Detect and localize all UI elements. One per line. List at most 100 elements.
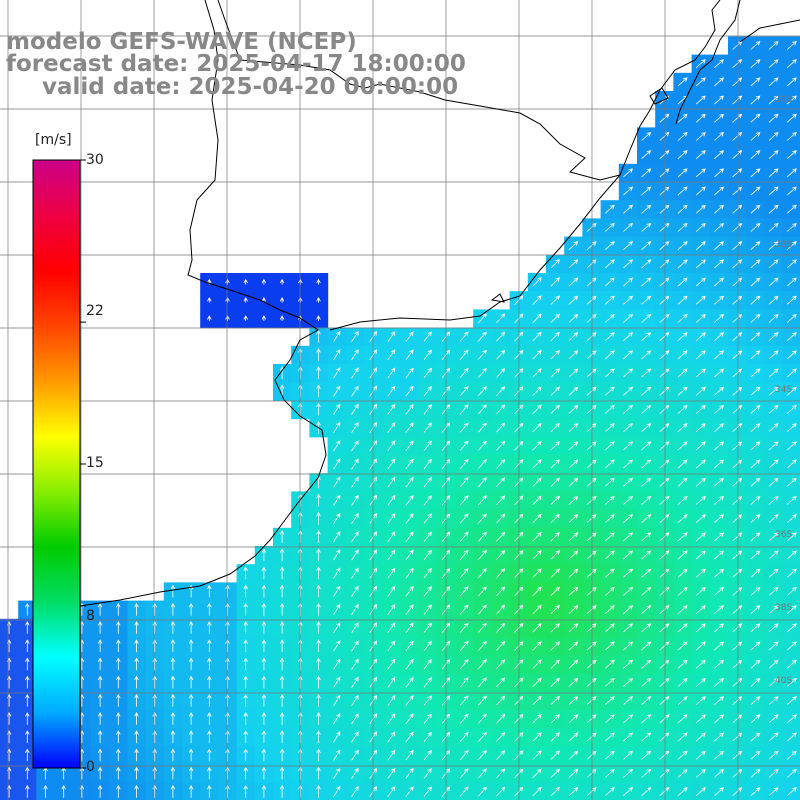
field-cell [546, 436, 565, 456]
field-cell [382, 691, 401, 711]
wind-arrow [586, 550, 597, 560]
field-cell [382, 345, 401, 365]
wind-arrow [459, 640, 469, 651]
wind-arrow [550, 641, 561, 651]
field-cell [673, 163, 693, 183]
field-cell [473, 582, 492, 602]
field-cell [600, 436, 620, 456]
wind-arrow [750, 441, 761, 451]
field-cell [345, 546, 365, 565]
field-cell [709, 254, 729, 274]
wind-arrow [316, 315, 321, 321]
wind-arrow [496, 659, 506, 669]
wind-arrow [532, 277, 542, 287]
wind-arrow [786, 40, 797, 50]
field-cell [637, 728, 656, 747]
wind-arrow [79, 712, 85, 725]
field-cell [491, 527, 511, 547]
wind-arrow [750, 732, 761, 742]
wind-arrow [225, 639, 230, 653]
field-cell [327, 709, 347, 729]
field-cell [728, 600, 747, 620]
wind-arrow [243, 639, 248, 653]
wind-arrow [423, 422, 432, 433]
wind-speed-field [0, 36, 800, 800]
wind-arrow [532, 313, 542, 324]
wind-arrow [550, 623, 561, 633]
wind-arrow [695, 641, 706, 651]
wind-arrow [750, 113, 761, 123]
field-cell [345, 418, 365, 438]
wind-arrow [586, 241, 597, 250]
field-cell [400, 345, 420, 365]
field-cell [709, 200, 729, 219]
field-cell [473, 600, 492, 620]
wind-arrow [550, 331, 561, 342]
wind-arrow [532, 568, 542, 578]
lat-label: 34S [775, 385, 793, 395]
field-cell [655, 382, 674, 401]
field-cell [764, 436, 784, 456]
wind-arrow [768, 150, 779, 159]
wind-arrow [732, 404, 743, 414]
wind-arrow [695, 59, 706, 68]
wind-arrow [261, 675, 267, 689]
wind-arrow [586, 787, 597, 796]
field-cell [709, 655, 729, 674]
field-cell [564, 473, 583, 492]
wind-arrow [641, 459, 652, 469]
wind-arrow [732, 222, 743, 232]
field-cell [327, 637, 347, 656]
field-cell [764, 145, 784, 165]
wind-arrow [750, 768, 761, 778]
field-cell [618, 218, 638, 238]
wind-arrow [243, 584, 248, 598]
field-cell [709, 291, 729, 310]
wind-arrow [134, 602, 139, 616]
field-cell [455, 728, 474, 747]
field-cell [764, 364, 784, 383]
wind-arrow [116, 602, 121, 616]
field-cell [618, 327, 638, 347]
wind-arrow [677, 732, 688, 742]
field-cell [491, 764, 511, 784]
field-cell [691, 418, 711, 438]
field-cell [455, 382, 474, 401]
wind-arrow [677, 150, 688, 159]
wind-arrow [695, 350, 706, 360]
wind-arrow [478, 422, 487, 433]
wind-arrow [786, 459, 797, 469]
wind-arrow [586, 368, 597, 378]
wind-arrow [279, 784, 285, 798]
wind-arrow [351, 694, 359, 706]
field-cell [618, 600, 638, 620]
field-cell [382, 655, 401, 674]
field-cell [764, 546, 784, 565]
field-cell [673, 400, 693, 420]
wind-arrow [496, 713, 506, 724]
field-cell [418, 728, 438, 747]
wind-arrow [387, 331, 396, 342]
wind-arrow [768, 641, 779, 651]
wind-arrow [659, 495, 670, 505]
wind-arrow [279, 712, 285, 725]
wind-arrow [750, 131, 761, 141]
wind-arrow [387, 458, 396, 470]
field-cell [455, 764, 474, 784]
field-cell [637, 254, 656, 274]
wind-arrow [786, 77, 797, 87]
field-cell [618, 345, 638, 365]
wind-arrow [170, 602, 176, 616]
wind-arrow [641, 168, 652, 178]
wind-arrow [586, 714, 597, 724]
wind-arrow [25, 639, 30, 653]
wind-arrow [550, 350, 561, 360]
wind-arrow [604, 623, 615, 633]
wind-arrow [768, 186, 779, 196]
wind-arrow [586, 259, 597, 269]
wind-arrow [750, 404, 761, 414]
wind-arrow [333, 767, 341, 779]
wind-arrow [768, 605, 779, 614]
wind-arrow [641, 768, 652, 778]
field-cell [618, 273, 638, 292]
